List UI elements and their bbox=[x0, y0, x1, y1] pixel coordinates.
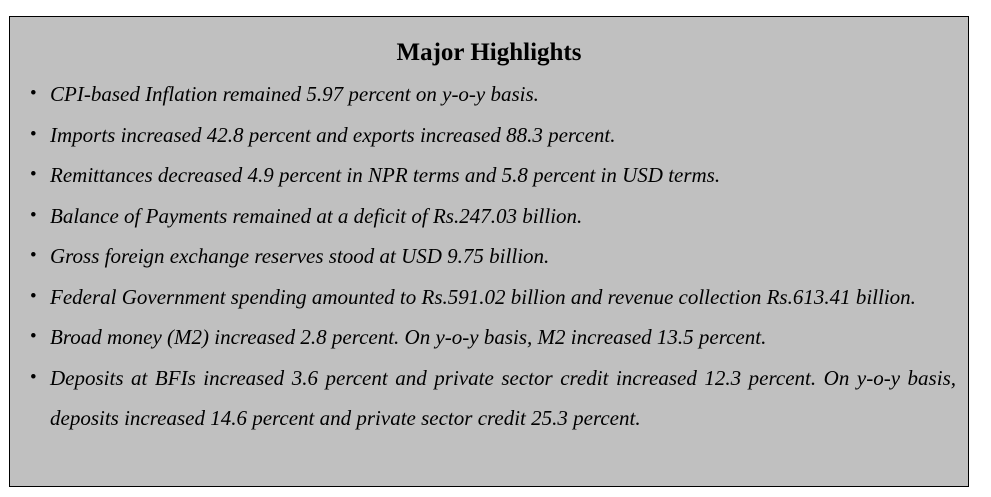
highlight-text: Remittances decreased 4.9 percent in NPR… bbox=[50, 163, 721, 187]
bullet-icon: • bbox=[30, 326, 37, 347]
highlight-item: • Balance of Payments remained at a defic… bbox=[30, 196, 956, 237]
highlight-item: • Federal Government spending amounted to… bbox=[30, 277, 956, 318]
highlight-text: CPI-based Inflation remained 5.97 percen… bbox=[50, 82, 539, 106]
highlight-item: • Remittances decreased 4.9 percent in NP… bbox=[30, 155, 956, 196]
highlights-box: Major Highlights • CPI-based Inflation re… bbox=[9, 16, 969, 487]
highlight-text: Deposits at BFIs increased 3.6 percent a… bbox=[50, 365, 956, 431]
highlight-text: Gross foreign exchange reserves stood at… bbox=[50, 244, 550, 268]
highlight-text: Imports increased 42.8 percent and expor… bbox=[50, 122, 616, 147]
bullet-icon: • bbox=[30, 285, 37, 307]
bullet-icon: • bbox=[30, 204, 37, 226]
highlight-item: • Imports increased 42.8 percent and expo… bbox=[30, 115, 956, 156]
bullet-icon: • bbox=[30, 164, 37, 185]
highlight-item: • Deposits at BFIs increased 3.6 percent … bbox=[30, 358, 956, 439]
highlight-text: Federal Government spending amounted to … bbox=[50, 284, 916, 309]
highlight-item: • Gross foreign exchange reserves stood a… bbox=[30, 236, 956, 277]
bullet-icon: • bbox=[30, 123, 37, 145]
highlights-title: Major Highlights bbox=[396, 39, 582, 66]
highlight-item: • CPI-based Inflation remained 5.97 perce… bbox=[30, 74, 956, 115]
bullet-icon: • bbox=[30, 83, 37, 104]
highlights-list: • CPI-based Inflation remained 5.97 perce… bbox=[30, 74, 956, 439]
bullet-icon: • bbox=[30, 245, 37, 266]
highlight-text: Balance of Payments remained at a defici… bbox=[50, 203, 583, 228]
highlight-text: Broad money (M2) increased 2.8 percent. … bbox=[50, 325, 767, 349]
highlight-item: • Broad money (M2) increased 2.8 percent.… bbox=[30, 317, 956, 358]
bullet-icon: • bbox=[30, 366, 37, 388]
